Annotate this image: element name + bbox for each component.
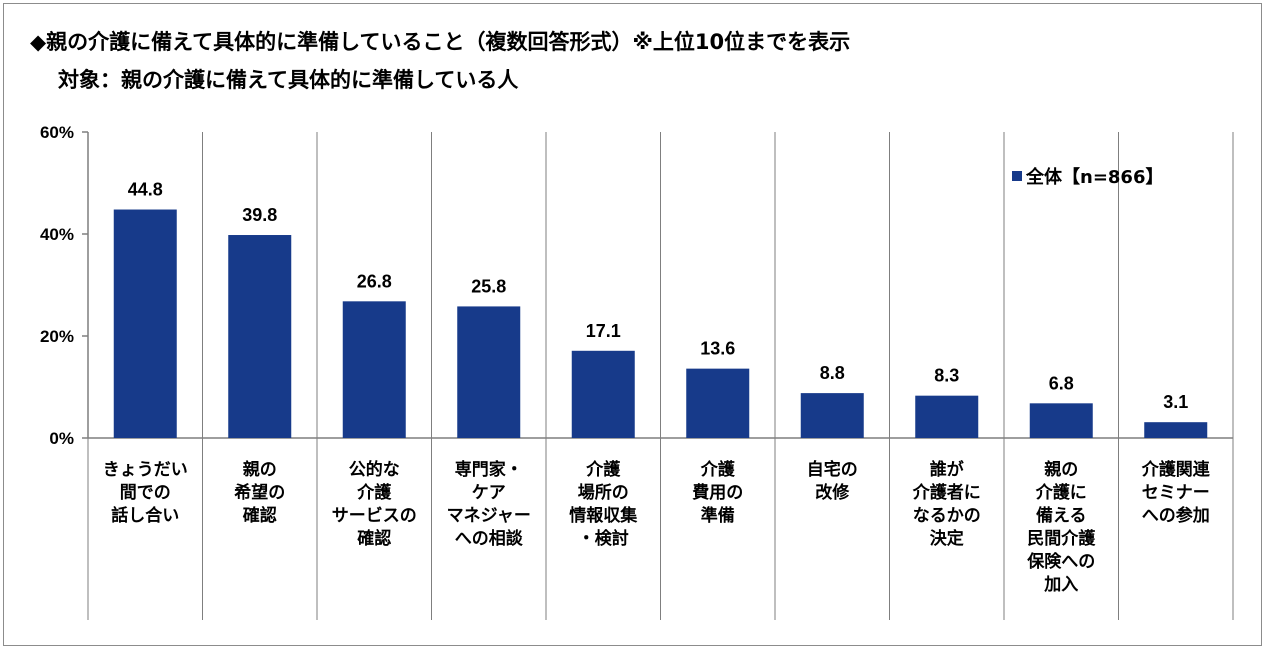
category-label-line: 保険への bbox=[1026, 551, 1095, 572]
category-label: 介護場所の情報収集・検討 bbox=[569, 459, 638, 549]
category-label-line: セミナー bbox=[1142, 483, 1210, 503]
chart-subtitle: 対象：親の介護に備えて具体的に準備している人 bbox=[58, 68, 519, 92]
data-label: 8.3 bbox=[934, 366, 959, 386]
bar bbox=[686, 368, 750, 438]
category-label-line: 専門家・ bbox=[455, 459, 523, 480]
data-label: 13.6 bbox=[700, 339, 735, 359]
data-label: 26.8 bbox=[357, 271, 392, 291]
category-label: 親の希望の確認 bbox=[234, 459, 285, 526]
category-label-line: 介護に bbox=[1035, 482, 1087, 503]
y-tick-label: 40% bbox=[40, 225, 74, 244]
category-label-line: への相談 bbox=[455, 528, 524, 549]
category-label-line: 加入 bbox=[1043, 575, 1078, 595]
category-label-line: なるかの bbox=[913, 506, 981, 526]
category-label-line: 誰が bbox=[930, 459, 964, 480]
bar bbox=[228, 235, 292, 438]
category-label-line: 親の bbox=[1044, 459, 1078, 480]
category-label-line: 備える bbox=[1036, 505, 1087, 526]
data-label: 44.8 bbox=[128, 180, 163, 200]
category-label: 介護関連セミナーへの参加 bbox=[1141, 459, 1211, 526]
legend-label: 全体【n=866】 bbox=[1026, 167, 1164, 188]
category-label-line: 希望の bbox=[234, 482, 285, 503]
y-tick-label: 20% bbox=[40, 327, 74, 346]
bar bbox=[571, 350, 635, 438]
category-label: 誰が介護者になるかの決定 bbox=[912, 459, 981, 549]
category-label-line: 介護 bbox=[700, 459, 736, 480]
category-label: 公的な介護サービスの確認 bbox=[332, 459, 417, 549]
category-label-line: 介護関連 bbox=[1141, 459, 1211, 480]
bar bbox=[915, 395, 979, 438]
category-label-line: 親の bbox=[243, 459, 277, 480]
bar bbox=[1029, 403, 1093, 438]
category-label-line: 介護 bbox=[585, 459, 621, 480]
bar bbox=[342, 301, 406, 438]
category-label: 介護費用の準備 bbox=[692, 459, 743, 526]
category-label-line: 場所の bbox=[578, 483, 629, 503]
category-label-line: マネジャー bbox=[447, 506, 531, 526]
category-label-line: 民間介護 bbox=[1027, 528, 1096, 549]
bar bbox=[113, 209, 177, 438]
y-tick-label: 0% bbox=[49, 429, 74, 448]
legend-swatch bbox=[1012, 171, 1022, 181]
chart-frame bbox=[3, 3, 1262, 646]
bar bbox=[457, 306, 521, 438]
category-label-line: 確認 bbox=[357, 528, 391, 549]
category-label-line: 介護 bbox=[356, 482, 392, 503]
data-label: 17.1 bbox=[586, 321, 621, 341]
category-label-line: きょうだい bbox=[103, 460, 188, 480]
data-label: 39.8 bbox=[242, 205, 277, 225]
category-label: 専門家・ケアマネジャーへの相談 bbox=[447, 459, 531, 549]
data-label: 25.8 bbox=[471, 276, 506, 296]
category-label-line: ケア bbox=[472, 483, 506, 503]
category-label-line: 公的な bbox=[349, 459, 400, 480]
category-label-line: 介護者に bbox=[912, 482, 981, 503]
y-tick-label: 60% bbox=[40, 123, 74, 142]
category-label-line: サービスの bbox=[332, 506, 417, 526]
legend: 全体【n=866】 bbox=[1012, 163, 1163, 189]
data-label: 8.8 bbox=[820, 363, 845, 383]
chart-title: ◆親の介護に備えて具体的に準備していること（複数回答形式）※上位10位までを表示 bbox=[30, 30, 851, 54]
category-label: きょうだい間での話し合い bbox=[103, 460, 188, 526]
data-label: 6.8 bbox=[1049, 373, 1074, 393]
category-label-line: 改修 bbox=[815, 482, 850, 503]
bar bbox=[1144, 422, 1208, 438]
category-label-line: への参加 bbox=[1142, 505, 1210, 526]
bar bbox=[800, 393, 864, 438]
category-label: 自宅の改修 bbox=[807, 459, 858, 503]
category-label-line: 準備 bbox=[701, 505, 735, 526]
category-label-line: 費用の bbox=[692, 482, 743, 503]
category-label-line: 話し合い bbox=[111, 505, 179, 526]
category-label-line: 間での bbox=[120, 483, 171, 503]
data-label: 3.1 bbox=[1163, 392, 1188, 412]
category-label: 親の介護に備える民間介護保険への加入 bbox=[1026, 459, 1096, 595]
category-label-line: 決定 bbox=[930, 528, 964, 549]
category-label-line: ・検討 bbox=[578, 528, 629, 549]
category-label-line: 情報収集 bbox=[569, 505, 638, 526]
category-label-line: 自宅の bbox=[807, 459, 858, 480]
category-label-line: 確認 bbox=[243, 505, 277, 526]
